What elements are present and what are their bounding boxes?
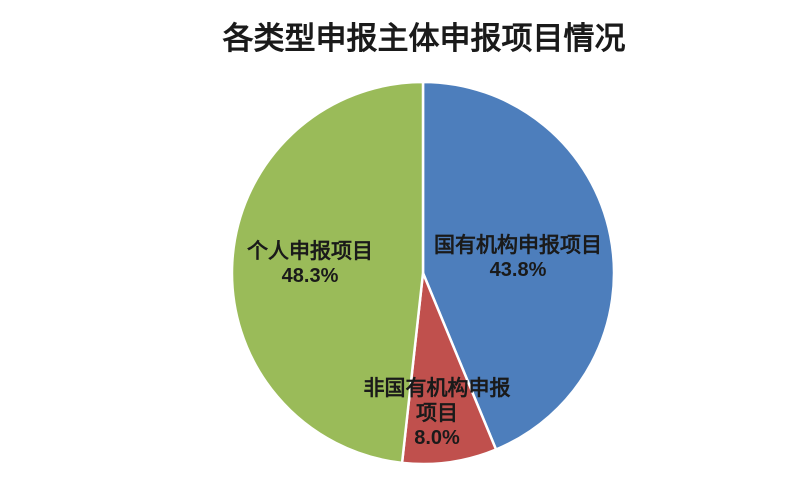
chart-title: 各类型申报主体申报项目情况 bbox=[222, 21, 626, 56]
slice-label-nonstate-institution: 非国有机构申报项目 8.0% bbox=[358, 376, 516, 451]
slice-label-state-institution: 国有机构申报项目 43.8% bbox=[423, 233, 613, 283]
pie-slice-2 bbox=[230, 80, 425, 465]
slice-percent: 43.8% bbox=[489, 259, 547, 281]
slice-name: 非国有机构申报项目 bbox=[363, 377, 511, 425]
slice-name: 国有机构申报项目 bbox=[434, 234, 602, 257]
slice-label-individual: 个人申报项目 48.3% bbox=[225, 239, 395, 289]
pie-slice-0 bbox=[421, 80, 616, 451]
slice-name: 个人申报项目 bbox=[247, 240, 373, 263]
slice-percent: 8.0% bbox=[414, 427, 460, 449]
pie-slice-1 bbox=[400, 271, 498, 466]
slice-percent: 48.3% bbox=[281, 265, 339, 287]
